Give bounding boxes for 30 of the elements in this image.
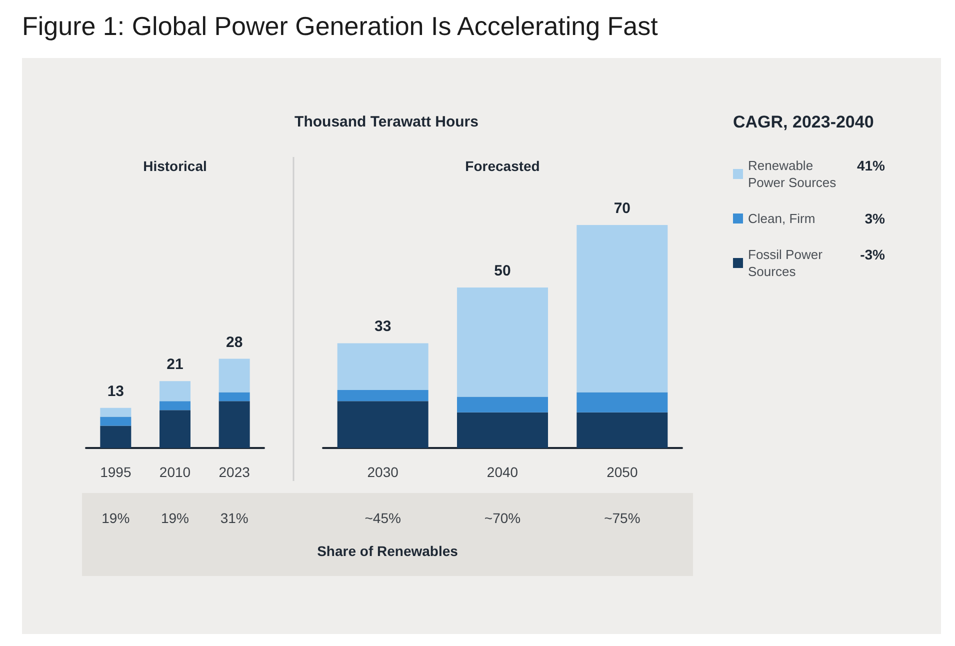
x-tick-label: 1995 [100,464,132,480]
text: 31% [220,510,248,526]
text: ~75% [604,510,640,526]
text: Share of Renewables [317,543,458,559]
annotation: 70 [614,200,631,217]
text: 19% [102,510,130,526]
text: 41% [856,158,886,174]
legend-label: Fossil Power Sources [748,247,826,279]
x-tick-label: 2010 [159,464,191,480]
text: 19% [160,510,190,526]
annotation: 50 [494,262,511,280]
x-tick-label: 2050 [606,464,638,480]
x-tick-label: 2030 [367,464,399,480]
legend-title: CAGR, 2023-2040 [733,112,874,132]
x-tick-label: 2023 [218,464,250,480]
text: 3% [864,210,886,226]
text: Forecasted [465,158,540,174]
annotation: 13 [107,382,124,400]
chart-title: Figure 1: Global Power Generation Is Accelerating Fast [22,11,659,41]
annotation: 33 [374,318,392,336]
annotation: 21 [166,356,184,374]
text: -3% [860,246,886,262]
text: ~70% [484,510,521,526]
text: ~45% [364,510,401,526]
text: Historical [143,158,207,174]
x-tick-label: 2040 [486,464,518,480]
annotation: 28 [226,334,243,351]
chart-subtitle: Thousand Terawatt Hours [294,114,478,130]
legend-label: Renewable Power Sources [748,158,837,190]
legend-label: Clean, Firm [748,211,816,226]
